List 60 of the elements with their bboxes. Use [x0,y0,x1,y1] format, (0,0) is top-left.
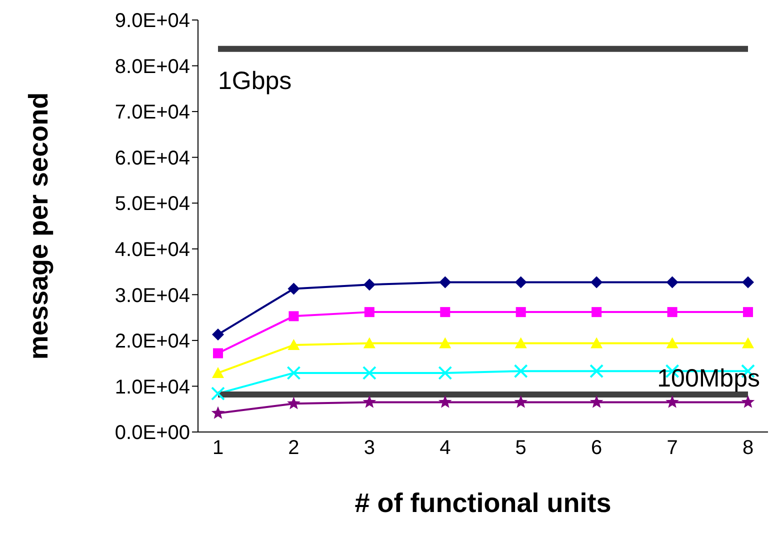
point [362,395,376,408]
y-tick-label: 1.0E+04 [114,376,190,398]
y-tick-label: 8.0E+04 [114,56,190,78]
point [439,276,452,288]
point [438,366,452,380]
point [666,337,678,348]
y-tick-label: 9.0E+04 [114,10,190,32]
point [364,307,374,318]
point [211,406,225,419]
point [213,348,223,358]
point [742,337,754,348]
x-tick-label: 1 [212,437,224,460]
x-tick-label: 2 [288,437,300,460]
point [590,337,603,348]
y-tick-label: 3.0E+04 [114,284,190,307]
point [590,364,604,378]
annotation: 1Gbps [218,66,292,95]
point [742,276,754,288]
point [440,307,450,318]
x-axis-title: # of functional units [354,488,612,518]
point [288,339,300,350]
y-tick-label: 5.0E+04 [114,193,190,216]
point [288,282,300,295]
point [439,337,452,348]
point [363,278,376,291]
point [666,276,678,288]
x-tick-label: 6 [591,437,602,460]
point [514,337,527,348]
point [592,307,602,318]
point [590,276,603,288]
x-tick-label: 5 [515,437,526,460]
point [514,276,527,288]
point [516,307,526,318]
y-tick-label: 4.0E+04 [114,238,190,261]
point [741,395,755,408]
point [212,366,224,378]
point [743,307,753,318]
point [212,328,224,340]
x-tick-label: 3 [364,437,375,460]
point [514,395,528,408]
point [211,386,225,401]
y-axis-title: message per second [24,92,54,360]
point [514,364,528,378]
point [438,395,452,408]
x-tick-label: 4 [440,437,451,460]
point [287,396,300,410]
point [288,311,299,322]
y-tick-label: 6.0E+04 [114,147,190,170]
x-tick-label: 7 [666,437,678,460]
annotation: 100Mbps [657,364,760,392]
x-tick-label: 8 [742,437,754,460]
point [286,366,301,380]
point [590,395,604,408]
y-tick-label: 7.0E+04 [114,102,190,124]
point [666,395,679,408]
point [362,366,376,380]
point [667,307,678,318]
y-tick-label: 0.0E+00 [114,422,190,444]
y-tick-label: 2.0E+04 [114,330,190,353]
point [363,337,376,348]
